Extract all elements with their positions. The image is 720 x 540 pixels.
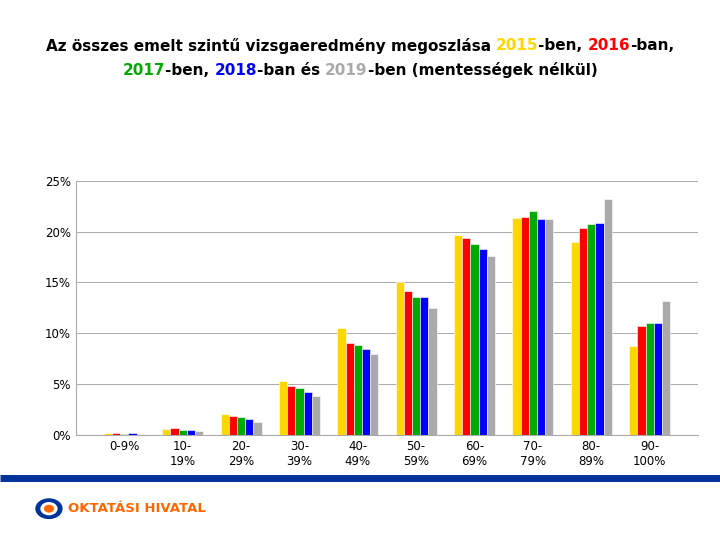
Bar [545, 219, 554, 435]
Bar [528, 211, 537, 435]
Text: 2019: 2019 [325, 63, 368, 78]
Bar [370, 354, 378, 435]
Text: -ben,: -ben, [165, 63, 215, 78]
Bar [279, 381, 287, 435]
Bar [287, 386, 295, 435]
Bar [420, 296, 428, 435]
Bar [346, 343, 354, 435]
Bar [654, 323, 662, 435]
Text: 2017: 2017 [122, 63, 165, 78]
Bar [162, 429, 171, 435]
Text: -ban és: -ban és [257, 63, 325, 78]
Bar [362, 349, 370, 435]
Bar [237, 417, 246, 435]
Bar [120, 434, 128, 435]
Text: 2015: 2015 [496, 38, 539, 53]
Bar [428, 308, 436, 435]
Bar [412, 296, 420, 435]
Bar [186, 430, 195, 435]
Bar [462, 238, 470, 435]
Text: 2016: 2016 [588, 38, 631, 53]
Bar [571, 242, 579, 435]
Bar [171, 428, 179, 435]
Bar [354, 346, 362, 435]
Bar [588, 224, 595, 435]
Text: -ban,: -ban, [631, 38, 675, 53]
Text: -ben,: -ben, [539, 38, 588, 53]
Bar [312, 396, 320, 435]
Bar [179, 430, 186, 435]
Bar [537, 219, 545, 435]
Bar [220, 414, 229, 435]
Bar [637, 326, 646, 435]
Bar [137, 434, 145, 435]
Bar [404, 291, 412, 435]
Bar [595, 222, 603, 435]
Text: 2018: 2018 [215, 63, 257, 78]
Bar [662, 301, 670, 435]
Bar [396, 282, 404, 435]
Bar [128, 433, 137, 435]
Bar [646, 323, 654, 435]
Bar [454, 235, 462, 435]
Bar [338, 328, 346, 435]
Text: -ben (mentességek nélkül): -ben (mentességek nélkül) [368, 62, 598, 78]
Bar [470, 244, 479, 435]
Bar [579, 227, 588, 435]
Bar [104, 433, 112, 435]
Bar [513, 219, 521, 435]
Bar [295, 388, 304, 435]
Text: OKTATÁSI HIVATAL: OKTATÁSI HIVATAL [68, 502, 206, 515]
Text: Az összes emelt szintű vizsgaeredmény megoszlása: Az összes emelt szintű vizsgaeredmény me… [45, 38, 496, 54]
Bar [629, 346, 637, 435]
Bar [195, 430, 203, 435]
Bar [479, 249, 487, 435]
Bar [229, 416, 237, 435]
Bar [253, 422, 261, 435]
Bar [603, 199, 612, 435]
Bar [521, 218, 528, 435]
Bar [304, 392, 312, 435]
Bar [246, 420, 253, 435]
Bar [112, 433, 120, 435]
Bar [487, 256, 495, 435]
